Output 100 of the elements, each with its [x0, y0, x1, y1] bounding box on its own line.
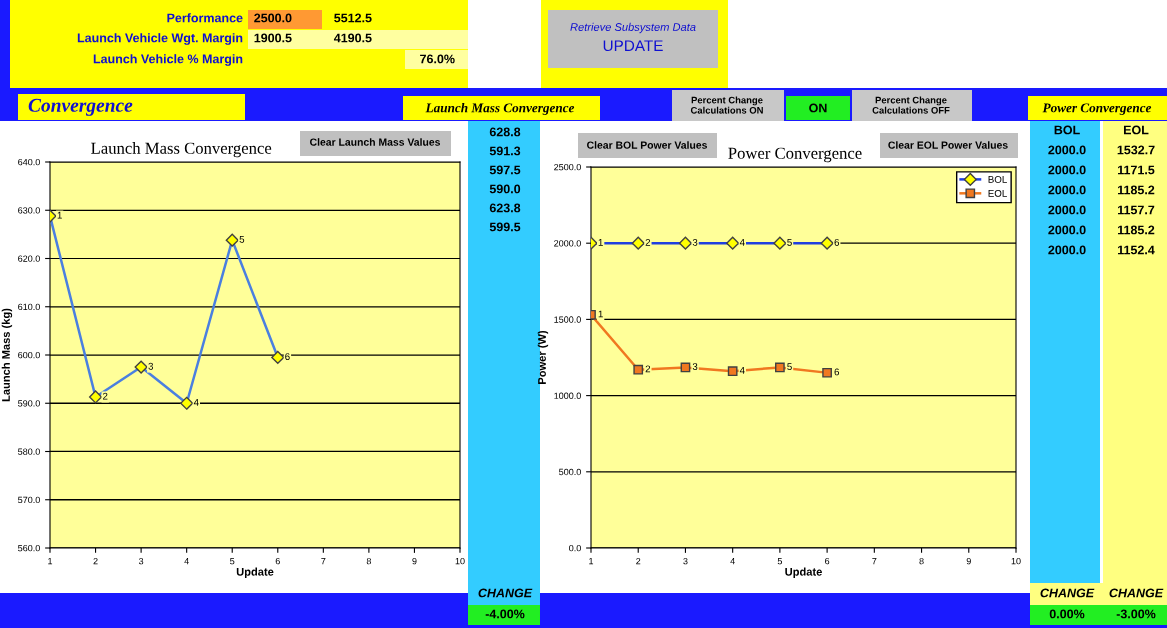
point — [775, 362, 785, 373]
x-tick-label: 6 — [275, 557, 280, 565]
y-axis-title: Launch Mass (kg) — [1, 308, 13, 402]
text: Launch Vehicle Wgt. Margin — [77, 33, 243, 45]
text: 5512.5 — [334, 13, 372, 23]
text: 2000.0 — [1048, 205, 1086, 215]
text: 1157.7 — [1118, 205, 1155, 215]
y-tick-label: 1500.0 — [554, 316, 581, 323]
x-tick-label: 10 — [455, 557, 465, 565]
y-tick-label: 610.0 — [18, 303, 40, 311]
annotation: 6 — [285, 353, 290, 361]
annotation: 3 — [692, 238, 698, 246]
x-tick-label: 9 — [966, 557, 971, 565]
text: 4190.5 — [333, 33, 372, 43]
annotation: 1 — [57, 211, 62, 219]
text: 597.5 — [489, 165, 521, 175]
text: Percent Change Calculations OFF — [872, 96, 950, 114]
y-tick-label: 0.0 — [569, 544, 581, 552]
x-axis-title: Update — [785, 567, 822, 578]
y-tick-label: 640.0 — [18, 158, 40, 166]
y-tick-label: 570.0 — [18, 496, 40, 504]
legend-label: BOL — [988, 176, 1007, 183]
x-tick-label: 4 — [730, 558, 735, 565]
text: Retrieve Subsystem Data — [570, 22, 696, 34]
x-tick-label: 8 — [366, 557, 372, 565]
text: BOL — [1054, 125, 1080, 135]
y-tick-label: 1000.0 — [554, 392, 581, 399]
annotation: 5 — [787, 363, 792, 371]
text: CHANGE — [1040, 588, 1095, 598]
text: CHANGE — [478, 588, 533, 598]
text: Performance — [167, 13, 243, 23]
annotation: 4 — [739, 239, 745, 246]
text: 590.0 — [489, 184, 521, 194]
text: 1152.4 — [1118, 245, 1155, 255]
x-tick-label: 6 — [825, 557, 830, 565]
annotation: 1 — [598, 239, 603, 246]
text: 2000.0 — [1048, 165, 1086, 175]
x-tick-label: 3 — [138, 557, 144, 565]
text: 599.5 — [489, 222, 521, 232]
text: 1532.7 — [1117, 145, 1155, 155]
text: 0.00% — [1049, 609, 1085, 619]
annotation: 4 — [739, 367, 745, 374]
annotation: 6 — [834, 368, 840, 376]
text: 2500.0 — [254, 13, 292, 23]
text: 591.3 — [489, 146, 521, 156]
text: Power Convergence — [1042, 103, 1152, 115]
annotation: 2 — [645, 238, 651, 246]
x-axis-title: Update — [236, 567, 274, 578]
text: Clear BOL Power Values — [587, 141, 707, 149]
text: 628.8 — [489, 127, 521, 137]
text: Convergence — [28, 98, 133, 116]
annotation: 3 — [148, 362, 154, 370]
text: 76.0% — [420, 54, 455, 64]
x-tick-label: 1 — [48, 558, 53, 565]
point — [633, 364, 644, 375]
text: 1185.2 — [1118, 225, 1155, 235]
text: -3.00% — [1116, 609, 1156, 619]
text: EOL — [1123, 125, 1149, 135]
text: Launch Vehicle % Margin — [93, 54, 243, 66]
y-tick-label: 580.0 — [18, 448, 40, 455]
y-axis-title: Power (W) — [537, 330, 549, 384]
y-tick-label: 630.0 — [18, 207, 40, 214]
chart-title: Launch Mass Convergence — [91, 142, 272, 158]
y-tick-label: 620.0 — [18, 255, 40, 262]
text: ON — [809, 103, 827, 113]
text: 1171.5 — [1118, 165, 1155, 175]
x-tick-label: 2 — [93, 557, 98, 565]
annotation: 1 — [598, 310, 603, 318]
text: 1900.5 — [254, 33, 292, 43]
y-tick-label: 590.0 — [18, 400, 40, 407]
text: 623.8 — [489, 203, 521, 213]
text: 2000.0 — [1048, 225, 1086, 235]
x-tick-label: 1 — [589, 558, 594, 565]
y-tick-label: 2500.0 — [554, 163, 581, 171]
text: Launch Mass Convergence — [425, 103, 575, 115]
x-tick-label: 8 — [919, 557, 924, 565]
text: 2000.0 — [1048, 245, 1086, 255]
annotation: 4 — [193, 399, 199, 406]
x-tick-label: 10 — [1011, 557, 1021, 565]
legend-label: EOL — [988, 189, 1007, 197]
annotation: 5 — [239, 235, 245, 243]
x-tick-label: 5 — [230, 558, 235, 565]
text: Clear EOL Power Values — [888, 141, 1008, 149]
y-tick-label: 600.0 — [18, 351, 40, 359]
annotation: 5 — [787, 239, 792, 246]
text: -4.00% — [485, 609, 525, 619]
x-tick-label: 7 — [872, 558, 877, 565]
x-tick-label: 9 — [412, 557, 417, 565]
x-tick-label: 2 — [636, 557, 641, 565]
x-tick-label: 5 — [777, 558, 783, 565]
chart-title: Power Convergence — [728, 147, 862, 163]
text: Clear Launch Mass Values — [310, 138, 440, 146]
text: UPDATE — [603, 40, 663, 52]
text: 1185.2 — [1118, 185, 1155, 195]
text: CHANGE — [1109, 588, 1164, 598]
text: 2000.0 — [1048, 145, 1086, 155]
y-tick-label: 2000.0 — [554, 240, 581, 247]
point — [822, 367, 832, 378]
text: Percent Change Calculations ON — [690, 96, 763, 114]
x-tick-label: 3 — [683, 557, 688, 565]
